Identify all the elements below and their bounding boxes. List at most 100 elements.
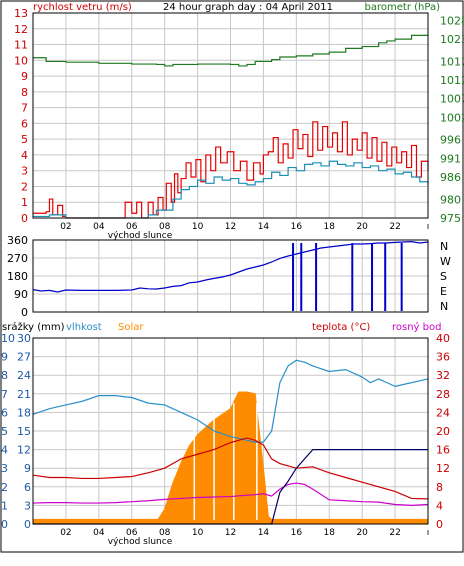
legend-temp: teplota (°C) <box>312 322 370 333</box>
pressure-tick-label: 996 <box>440 134 461 147</box>
chart3-x-tick-label: 02 <box>60 528 71 538</box>
pressure-axis-title: barometr (hPa) <box>365 2 441 13</box>
chart3-right-ticks: 0 4 8 12 16 20 24 28 32 36 40 <box>436 332 450 531</box>
series-dew <box>32 482 429 507</box>
series-humidity <box>32 359 429 443</box>
humidity-tick-label: 21 <box>17 388 31 401</box>
pressure-tick-label: 975 <box>440 212 461 225</box>
pressure-tick-label: 986 <box>440 171 461 184</box>
rain-tick-label: 2 <box>1 481 8 494</box>
humidity-tick-label: 9 <box>24 462 31 475</box>
chart1-x-tick-label: 02 <box>60 222 71 232</box>
chart3-x-tick-label: 14 <box>258 528 270 538</box>
humidity-tick-label: 24 <box>17 369 31 382</box>
rain-tick-label: 5 <box>1 425 8 438</box>
series-wind_avg <box>33 160 429 219</box>
chart1-x-tick-label: 18 <box>324 222 336 232</box>
wind-tick-label: 7 <box>21 102 28 115</box>
legend-humidity: vlhkost <box>66 322 102 333</box>
wind-tick-label: 4 <box>21 149 28 162</box>
rain-tick-label: 10 <box>1 332 15 345</box>
legend-rain: srážky (mm) <box>2 321 65 333</box>
wind-tick-label: 1 <box>21 196 28 209</box>
chart3-x-tick-label: 04 <box>93 528 105 538</box>
chart3-x-tick-label: 08 <box>159 528 171 538</box>
wind-tick-label: 3 <box>21 165 28 178</box>
chart1-x-tick-label: 08 <box>159 222 171 232</box>
compass-label: N <box>440 300 448 313</box>
temp-tick-label: 24 <box>436 406 450 419</box>
chart3-x-tick-label: 12 <box>225 528 236 538</box>
rain-tick-label: 9 <box>1 351 8 364</box>
pressure-tick-label: 980 <box>440 193 461 206</box>
compass-label: W <box>440 255 451 268</box>
chart1-sunrise-label: východ slunce <box>108 231 173 241</box>
temp-tick-label: 32 <box>436 369 450 382</box>
chart1-x-tick-label: 10 <box>192 222 204 232</box>
wind-tick-label: 12 <box>14 23 28 36</box>
pressure-tick-label: 1017 <box>440 55 464 68</box>
chart3-sunrise-label: východ slunce <box>108 537 173 547</box>
direction-tick-label: 0 <box>21 306 28 319</box>
wind-tick-label: 0 <box>21 212 28 225</box>
direction-tick-label: 270 <box>7 252 28 265</box>
series-pressure <box>33 34 428 67</box>
rain-tick-label: 1 <box>1 499 8 512</box>
chart1-frame <box>32 12 429 219</box>
rain-tick-label: 4 <box>1 444 8 457</box>
pressure-tick-label: 1023 <box>440 33 464 46</box>
chart3-x-tick-label: 10 <box>192 528 204 538</box>
chart1-x-tick-label: 16 <box>291 222 303 232</box>
compass-label: S <box>440 270 447 283</box>
humidity-tick-label: 3 <box>24 499 31 512</box>
chart-title: 24 hour graph day : 04 April 2011 <box>163 2 333 13</box>
temp-tick-label: 8 <box>436 481 443 494</box>
temp-tick-label: 36 <box>436 351 450 364</box>
wind-tick-label: 6 <box>21 117 28 130</box>
pressure-tick-label: 1007 <box>440 93 464 106</box>
series-direction <box>32 240 429 293</box>
direction-tick-label: 180 <box>7 270 28 283</box>
chart1-x-tick-label: 06 <box>126 222 138 232</box>
humidity-tick-label: 0 <box>24 518 31 531</box>
legend-dew: rosný bod <box>392 321 441 333</box>
rain-tick-label: 3 <box>1 462 8 475</box>
compass-label: E <box>440 285 447 298</box>
chart2-frame <box>32 239 429 313</box>
humidity-tick-label: 30 <box>17 332 31 345</box>
humidity-tick-label: 15 <box>17 425 31 438</box>
legend-solar: Solar <box>118 322 144 333</box>
direction-ticks: 0 90 180 270 360 <box>7 234 28 319</box>
wind-axis-title: rychlost vetru (m/s) <box>33 2 132 13</box>
temp-tick-label: 40 <box>436 332 450 345</box>
chart3-x-tick-label: 22 <box>389 528 400 538</box>
rain-tick-label: 0 <box>1 518 8 531</box>
temp-tick-label: 12 <box>436 462 450 475</box>
chart1-x-tick-label: 20 <box>356 222 368 232</box>
rain-tick-label: 7 <box>1 388 8 401</box>
chart3-x-tick-label: 06 <box>126 528 138 538</box>
chart3-x-ticks: 02 04 06 08 10 12 14 16 18 20 22 ı <box>60 528 429 538</box>
rain-tick-label: 8 <box>1 369 8 382</box>
temp-tick-label: 28 <box>436 388 450 401</box>
chart1-x-tick-label: 04 <box>93 222 105 232</box>
pressure-tick-label: 1028 <box>440 14 464 27</box>
rain-tick-label: 6 <box>1 406 8 419</box>
pressure-tick-label: 1002 <box>440 111 464 124</box>
wind-tick-label: 8 <box>21 86 28 99</box>
chart1-x-end-mark: ı <box>427 222 430 232</box>
chart1-x-tick-label: 14 <box>258 222 270 232</box>
wind-tick-label: 5 <box>21 133 28 146</box>
humidity-tick-label: 18 <box>17 406 31 419</box>
wind-tick-label: 10 <box>14 54 28 67</box>
compass-label: N <box>440 240 448 253</box>
chart3-x-tick-label: 16 <box>291 528 303 538</box>
chart3-series <box>32 359 429 525</box>
pressure-tick-label: 991 <box>440 152 461 165</box>
chart3-x-end-mark: ı <box>427 528 430 538</box>
